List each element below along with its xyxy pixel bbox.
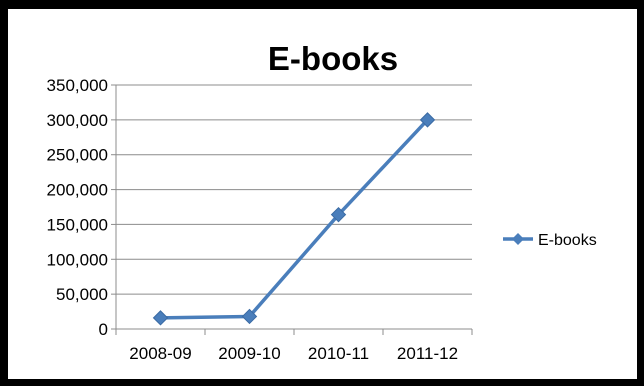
x-tick-label: 2010-11 xyxy=(308,344,369,363)
x-axis-ticks: 2008-09 2009-10 2010-11 2011-12 xyxy=(129,344,458,363)
y-tick-label: 0 xyxy=(99,320,108,339)
series-line xyxy=(160,118,429,320)
chart-title: E-books xyxy=(268,40,398,77)
axes xyxy=(111,84,473,335)
legend: E-books xyxy=(503,232,597,249)
y-tick-label: 50,000 xyxy=(56,285,108,304)
y-tick-label: 100,000 xyxy=(47,250,108,269)
legend-label: E-books xyxy=(538,232,597,249)
y-tick-label: 300,000 xyxy=(47,111,108,130)
data-point-marker xyxy=(152,310,169,326)
y-tick-label: 250,000 xyxy=(47,146,108,165)
y-tick-label: 150,000 xyxy=(47,215,108,234)
series-group xyxy=(152,112,436,326)
data-point-marker xyxy=(330,206,347,223)
data-point-marker xyxy=(419,112,436,128)
y-tick-label: 350,000 xyxy=(47,76,108,95)
x-tick-label: 2008-09 xyxy=(129,344,191,363)
x-tick-label: 2011-12 xyxy=(397,344,458,363)
legend-marker xyxy=(512,233,524,245)
line-chart: E-books 0 50,000 100,000 150,000 200,000 250,… xyxy=(47,40,597,363)
y-axis-ticks: 0 50,000 100,000 150,000 200,000 250,000 300,0… xyxy=(47,76,108,339)
gridlines xyxy=(116,84,472,295)
chart-frame: E-books 0 50,000 100,000 150,000 200,000 250,… xyxy=(8,9,637,379)
data-point-marker xyxy=(241,308,258,325)
y-tick-label: 200,000 xyxy=(47,181,108,200)
x-tick-label: 2009-10 xyxy=(218,344,280,363)
